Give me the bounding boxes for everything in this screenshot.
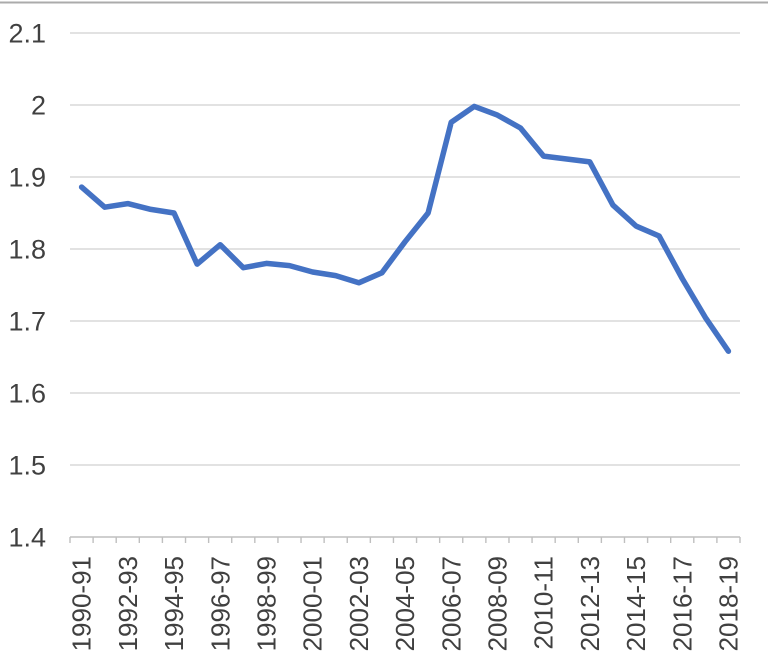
data-series (78, 103, 732, 354)
x-axis-label: 1990-91 (67, 556, 97, 651)
x-axis-label: 2014-15 (621, 556, 651, 651)
gridlines (70, 32, 740, 466)
x-axis-label: 1992-93 (113, 556, 143, 651)
x-axis-label: 2002-03 (344, 556, 374, 651)
y-axis-label: 1.9 (8, 162, 46, 192)
x-axis-label: 2010-11 (529, 556, 559, 650)
y-axis-labels: 2.1 2 1.9 1.8 1.7 1.6 1.5 1.4 (8, 18, 46, 552)
y-axis-label: 1.8 (8, 234, 46, 264)
y-axis-label: 1.6 (8, 378, 46, 408)
x-axis-label: 1996-97 (205, 556, 235, 651)
x-axis-label: 2016-17 (667, 556, 697, 651)
x-axis-label: 1998-99 (251, 556, 281, 651)
y-axis-label: 2.1 (8, 18, 46, 48)
x-axis-label: 2012-13 (575, 556, 605, 651)
x-axis-label: 1994-95 (159, 556, 189, 651)
x-axis: 1990-91 1992-93 1994-95 1996-97 1998-99 2000-… (67, 536, 744, 651)
y-axis-label: 2 (31, 90, 46, 120)
y-axis-label: 1.5 (8, 450, 46, 480)
x-axis-label: 2004-05 (390, 556, 420, 651)
x-axis-label: 2008-09 (483, 556, 513, 651)
x-axis-label: 2006-07 (436, 556, 466, 651)
x-axis-label: 2000-01 (298, 556, 328, 651)
y-axis-label: 1.4 (8, 522, 46, 552)
data-series-line (78, 103, 732, 354)
x-axis-label: 2018-19 (714, 556, 744, 651)
y-axis-label: 1.7 (8, 306, 46, 336)
